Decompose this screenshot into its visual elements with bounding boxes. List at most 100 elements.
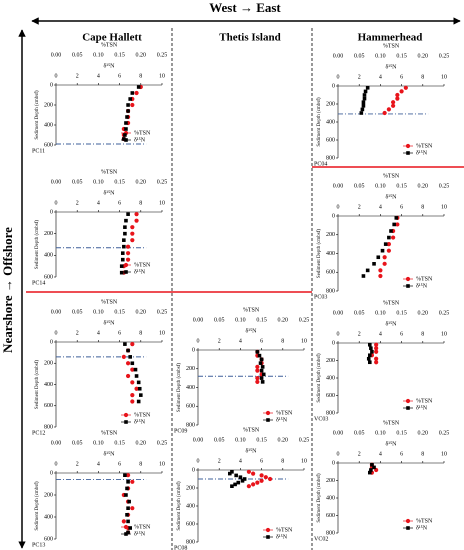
y-tick-label: 600	[44, 274, 53, 280]
point-tsn	[130, 479, 135, 484]
point-d15n	[259, 376, 264, 380]
point-d15n	[123, 133, 127, 137]
y-tick-label: 0	[192, 347, 195, 353]
point-d15n	[369, 468, 373, 472]
legend-label: δ¹⁵N	[134, 137, 146, 143]
x-tick-label: 0.05	[354, 53, 365, 59]
x-tick-label: 0.15	[256, 437, 267, 443]
x-tick-label: 0.20	[278, 437, 289, 443]
point-d15n	[128, 97, 132, 101]
x2-tick-label: 8	[139, 330, 142, 336]
x-tick-label: 0.10	[375, 430, 386, 436]
point-d15n	[125, 513, 129, 517]
x2-tick-label: 0	[337, 331, 340, 337]
x2-tick-label: 8	[139, 73, 142, 79]
point-tsn	[405, 276, 411, 282]
y-tick-label: 400	[44, 253, 53, 259]
y-tick-label: 200	[44, 361, 53, 367]
x-tick-label: 0.10	[375, 183, 386, 189]
x-tick-label: 0.20	[136, 179, 147, 185]
y-tick-label: 600	[326, 393, 335, 399]
y-tick-label: 600	[186, 521, 195, 527]
point-d15n	[228, 471, 232, 476]
point-d15n	[365, 86, 370, 90]
point-d15n	[259, 368, 264, 373]
point-tsn	[130, 393, 135, 398]
x2-tick-label: 8	[139, 461, 142, 467]
point-d15n	[368, 353, 372, 358]
point-tsn	[255, 379, 260, 384]
point-d15n	[133, 367, 138, 372]
x-tick-label: 0.25	[439, 430, 450, 436]
x2-axis-title: δ¹⁵N	[103, 190, 115, 196]
x-axis-title: %TSN	[383, 173, 400, 179]
x2-tick-label: 4	[379, 331, 382, 337]
point-tsn	[130, 225, 135, 230]
x-tick-label: 0.10	[235, 437, 246, 443]
point-tsn	[121, 519, 126, 524]
y-axis-title: Sediment Depth (cmbsf)	[317, 473, 322, 522]
x-tick-label: 0.00	[51, 309, 62, 315]
x2-tick-label: 2	[218, 338, 221, 344]
x-tick-label: 0.25	[439, 53, 450, 59]
x2-tick-label: 8	[421, 204, 424, 210]
x-tick-label: 0.25	[299, 317, 310, 323]
y-axis-title: Sediment Depth (cmbsf)	[177, 481, 182, 530]
point-tsn	[405, 143, 411, 149]
point-d15n	[124, 121, 128, 125]
point-tsn	[130, 399, 135, 404]
y-tick-label: 400	[186, 385, 195, 391]
point-d15n	[260, 380, 265, 384]
y-tick-label: 400	[326, 375, 335, 381]
x2-tick-label: 0	[55, 330, 58, 336]
x-tick-label: 0.05	[354, 183, 365, 189]
point-d15n	[128, 355, 132, 359]
y-axis-title: Sediment Depth (cmbsf)	[317, 97, 322, 146]
y-tick-label: 800	[186, 422, 195, 428]
y-tick-label: 200	[326, 232, 335, 238]
point-d15n	[370, 462, 374, 467]
point-d15n	[124, 532, 128, 536]
point-tsn	[265, 410, 271, 416]
x-tick-label: 0.05	[214, 317, 225, 323]
x2-axis-title: δ¹⁵N	[245, 448, 257, 454]
point-d15n	[125, 115, 129, 119]
x-tick-label: 0.05	[72, 309, 83, 315]
x2-tick-label: 4	[97, 461, 100, 467]
point-tsn	[255, 364, 260, 369]
point-tsn	[125, 373, 131, 379]
x2-axis-title: δ¹⁵N	[103, 63, 115, 69]
point-tsn	[251, 482, 256, 487]
point-tsn	[130, 238, 135, 243]
x-tick-label: 0.25	[439, 183, 450, 189]
legend-label: %TSN	[276, 527, 293, 533]
point-d15n	[363, 89, 368, 94]
x2-tick-label: 8	[139, 200, 142, 206]
legend-label: %TSN	[134, 262, 151, 268]
x2-axis-title: δ¹⁵N	[385, 64, 397, 70]
point-d15n	[376, 255, 381, 260]
x2-tick-label: 4	[97, 330, 100, 336]
point-d15n	[380, 248, 385, 253]
legend-label: δ¹⁵N	[134, 531, 146, 537]
point-d15n	[137, 386, 142, 391]
x2-axis-title: δ¹⁵N	[103, 451, 115, 457]
point-d15n	[124, 138, 128, 142]
header: West → East	[209, 0, 281, 15]
point-d15n	[124, 218, 128, 223]
y-tick-label: 0	[332, 213, 335, 219]
legend-label: δ¹⁵N	[276, 417, 288, 423]
point-d15n	[130, 361, 135, 366]
point-tsn	[395, 92, 400, 98]
point-d15n	[123, 342, 127, 346]
point-tsn	[263, 475, 268, 480]
x-tick-label: 0.10	[93, 52, 104, 58]
point-d15n	[126, 103, 130, 107]
y-tick-label: 200	[44, 231, 53, 237]
legend-label: δ¹⁵N	[416, 405, 428, 411]
point-d15n	[122, 238, 126, 242]
point-tsn	[399, 89, 404, 94]
point-tsn	[382, 110, 387, 116]
x-tick-label: 0.15	[256, 317, 267, 323]
